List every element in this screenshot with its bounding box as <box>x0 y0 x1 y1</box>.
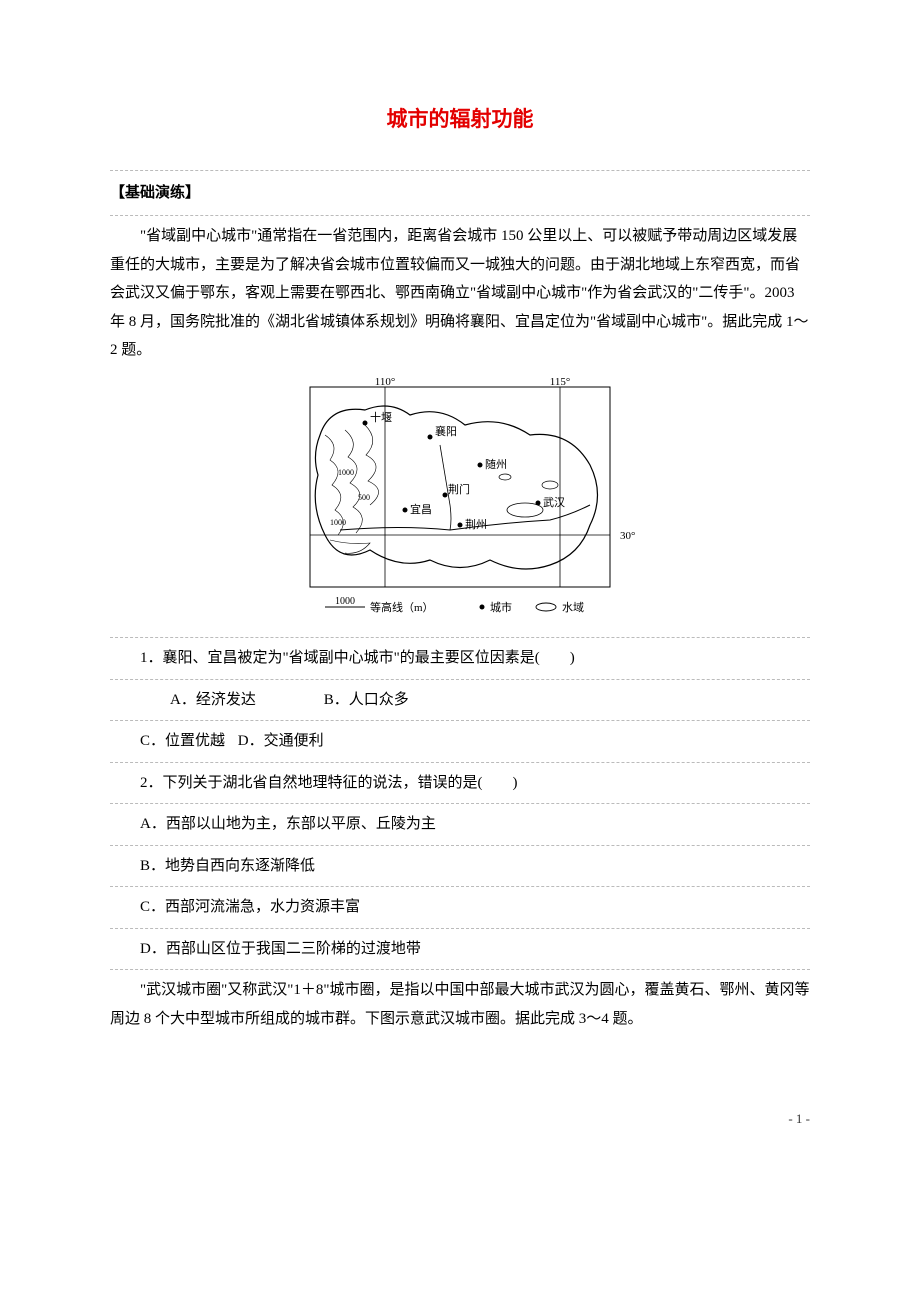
lat-label-30: 30° <box>620 530 635 542</box>
intro-passage: "省域副中心城市"通常指在一省范围内，距离省会城市 150 公里以上、可以被赋予… <box>110 218 810 369</box>
contour-value: 1000 <box>338 468 354 477</box>
q2-stem: 2．下列关于湖北省自然地理特征的说法，错误的是( ) <box>110 765 810 802</box>
map-legend: 1000 等高线（m） 城市 水域 <box>325 596 584 614</box>
lake-icon <box>542 481 558 489</box>
page-number: - 1 - <box>110 1107 810 1132</box>
q1-option-b: B．人口众多 <box>324 692 409 708</box>
q2-option-b: B．地势自西向东逐渐降低 <box>110 848 810 885</box>
contour-line <box>345 430 362 533</box>
contour-value: 1000 <box>330 518 346 527</box>
divider <box>110 720 810 721</box>
map-figure: 110° 115° 30° 1000 500 1000 十堰 襄阳 随州 宜昌 … <box>110 369 810 636</box>
city-label-jingzhou: 荆州 <box>465 518 487 531</box>
city-dot <box>363 420 368 425</box>
lake-icon <box>499 474 511 480</box>
city-label-jingmen: 荆门 <box>448 482 470 496</box>
city-label-wuhan: 武汉 <box>543 496 565 509</box>
divider <box>110 928 810 929</box>
legend-city-label: 城市 <box>490 600 512 614</box>
question-2: 2．下列关于湖北省自然地理特征的说法，错误的是( ) <box>110 765 810 802</box>
city-label-yichang: 宜昌 <box>410 502 432 516</box>
contour-line <box>330 540 370 553</box>
city-label-shiyan: 十堰 <box>370 410 392 424</box>
legend-contour-value: 1000 <box>335 596 355 607</box>
q2-option-c: C．西部河流湍急，水力资源丰富 <box>110 889 810 926</box>
passage-2-text: "武汉城市圈"又称武汉"1＋8"城市圈，是指以中国中部最大城市武汉为圆心，覆盖黄… <box>110 972 810 1037</box>
city-label-xiangyang: 襄阳 <box>435 424 457 438</box>
q2-option-a: A．西部以山地为主，东部以平原、丘陵为主 <box>110 806 810 843</box>
lon-label-115: 115° <box>550 376 571 388</box>
q1-options-row1: A．经济发达 B．人口众多 <box>110 682 810 719</box>
q1-stem: 1．襄阳、宜昌被定为"省域副中心城市"的最主要区位因素是( ) <box>110 640 810 677</box>
intro-passage-block: "省域副中心城市"通常指在一省范围内，距离省会城市 150 公里以上、可以被赋予… <box>110 218 810 369</box>
lon-label-110: 110° <box>375 376 396 388</box>
q1-option-a: A．经济发达 <box>140 686 320 715</box>
hubei-map-svg: 110° 115° 30° 1000 500 1000 十堰 襄阳 随州 宜昌 … <box>270 375 650 625</box>
q1-option-d: D．交通便利 <box>238 733 324 749</box>
divider <box>110 969 810 970</box>
divider <box>110 215 810 216</box>
city-dot <box>478 462 483 467</box>
q1-option-c: C．位置优越 <box>140 733 225 749</box>
legend-water-label: 水域 <box>562 601 584 614</box>
city-label-suizhou: 随州 <box>485 457 507 471</box>
divider <box>110 170 810 171</box>
city-dot <box>403 507 408 512</box>
page-title: 城市的辐射功能 <box>110 100 810 140</box>
city-dot <box>428 434 433 439</box>
divider <box>110 637 810 638</box>
legend-contour-label: 等高线（m） <box>370 600 434 614</box>
divider <box>110 679 810 680</box>
contour-value: 500 <box>358 493 370 502</box>
divider <box>110 845 810 846</box>
section-heading: 【基础演练】 <box>110 173 810 214</box>
question-1: 1．襄阳、宜昌被定为"省域副中心城市"的最主要区位因素是( ) <box>110 640 810 677</box>
passage-2: "武汉城市圈"又称武汉"1＋8"城市圈，是指以中国中部最大城市武汉为圆心，覆盖黄… <box>110 972 810 1037</box>
divider <box>110 803 810 804</box>
q2-option-d: D．西部山区位于我国二三阶梯的过渡地带 <box>110 931 810 968</box>
city-dot <box>443 492 448 497</box>
divider <box>110 886 810 887</box>
divider <box>110 762 810 763</box>
city-dot <box>536 500 541 505</box>
city-dot <box>458 522 463 527</box>
q1-options-row2: C．位置优越 D．交通便利 <box>110 723 810 760</box>
